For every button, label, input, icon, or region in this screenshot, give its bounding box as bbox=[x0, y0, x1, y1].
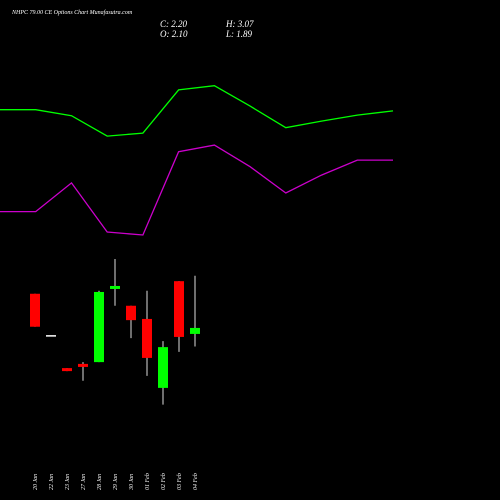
x-tick-label: 04 Feb bbox=[192, 473, 199, 490]
candle-body bbox=[94, 291, 104, 363]
candle-body bbox=[30, 293, 40, 327]
open-info: O: 2.10 bbox=[160, 29, 188, 39]
candle-body bbox=[174, 281, 184, 337]
low-info: L: 1.89 bbox=[225, 29, 253, 39]
candle-body bbox=[46, 335, 56, 337]
x-tick-label: 22 Jan bbox=[49, 474, 55, 490]
close-info: C: 2.20 bbox=[160, 19, 188, 29]
candle-body bbox=[126, 305, 136, 321]
x-tick-label: 03 Feb bbox=[177, 473, 183, 490]
x-tick-label: 28 Jan bbox=[97, 474, 103, 490]
candle-body bbox=[78, 363, 88, 367]
indicator-line bbox=[0, 85, 394, 137]
candle-body bbox=[110, 285, 120, 289]
high-info: H: 3.07 bbox=[225, 19, 254, 29]
x-tick-label: 27 Jan bbox=[81, 474, 87, 490]
x-tick-label: 23 Jan bbox=[65, 474, 71, 490]
candle-body bbox=[158, 347, 168, 388]
x-tick-label: 30 Jan bbox=[129, 474, 135, 491]
x-tick-label: 29 Jan bbox=[113, 474, 119, 490]
indicator-line bbox=[0, 144, 393, 236]
candle-body bbox=[190, 327, 200, 334]
candle-body bbox=[142, 318, 152, 358]
candle-body bbox=[62, 368, 72, 372]
chart-title: NHPC 79.00 CE Options Chart Munafasutra.… bbox=[11, 9, 133, 16]
x-tick-label: 20 Jan bbox=[33, 474, 39, 490]
x-tick-label: 01 Feb bbox=[145, 473, 151, 490]
x-tick-label: 02 Feb bbox=[161, 473, 167, 490]
